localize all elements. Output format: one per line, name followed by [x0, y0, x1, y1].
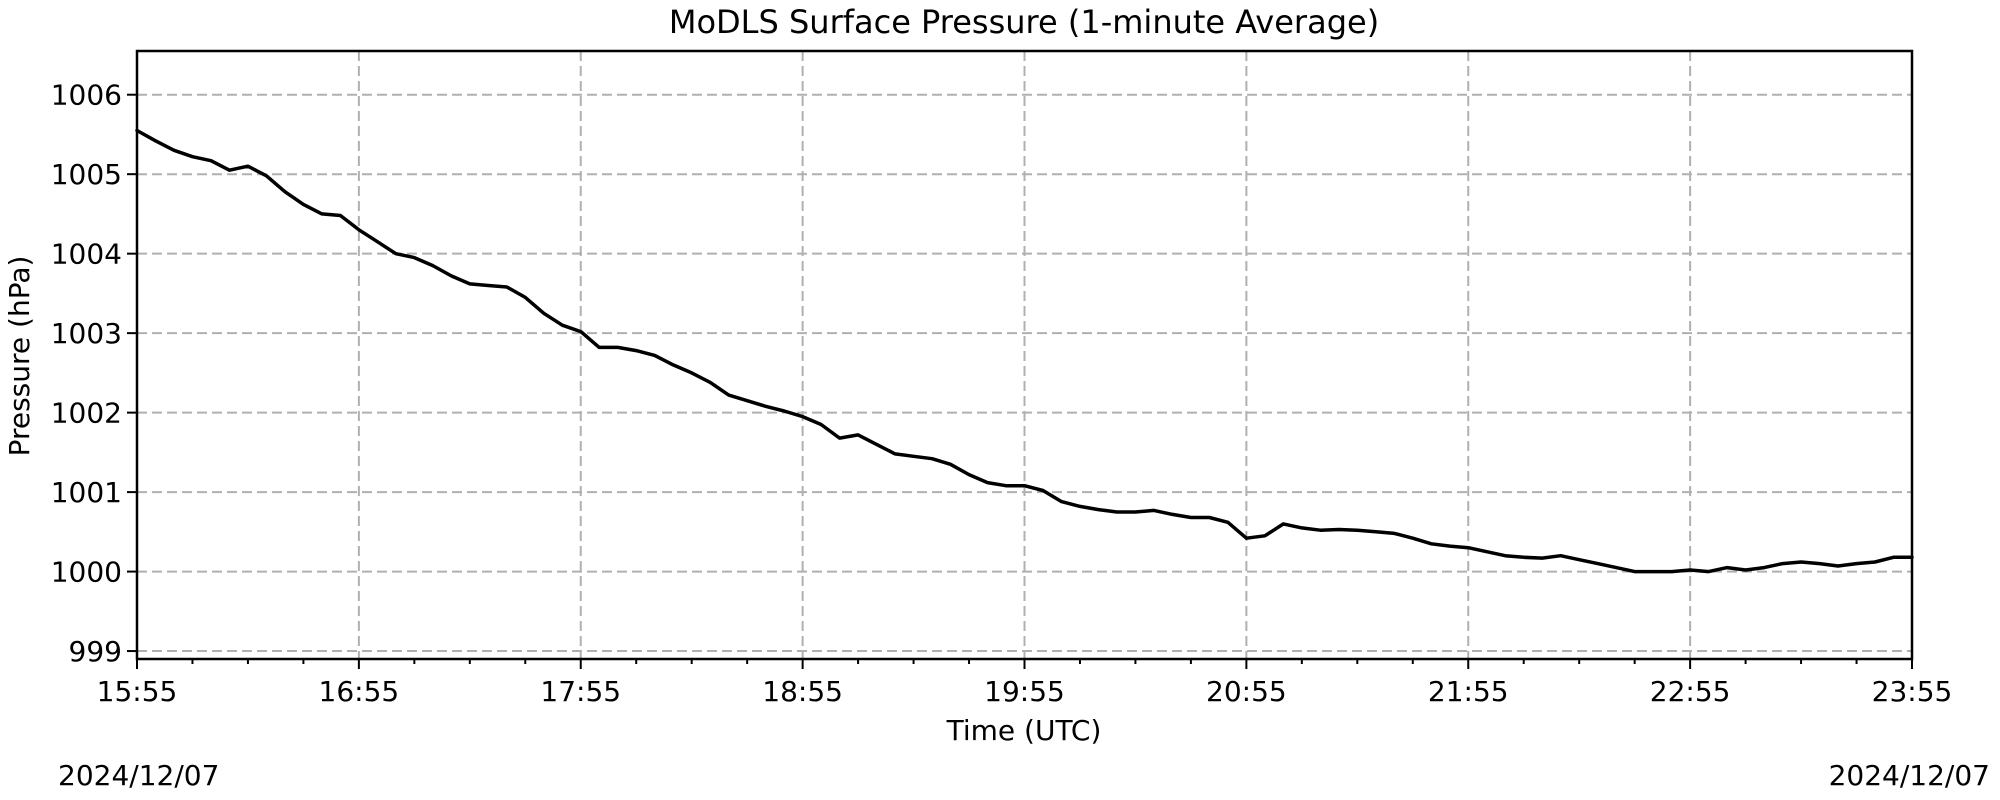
y-tick-label: 1003 — [51, 317, 122, 350]
grid — [136, 51, 1913, 659]
x-end-date: 2024/12/07 — [1829, 759, 1990, 792]
pressure-series-line — [135, 128, 1914, 574]
axis-ticks — [127, 93, 1913, 669]
y-tick-label: 1004 — [51, 238, 122, 271]
y-tick-label: 1000 — [51, 556, 122, 589]
y-tick-label: 1006 — [51, 79, 122, 112]
x-tick-label: 23:55 — [1872, 675, 1953, 708]
x-tick-label: 16:55 — [319, 675, 400, 708]
x-tick-label: 18:55 — [762, 675, 843, 708]
y-tick-label: 1002 — [51, 397, 122, 430]
y-tick-label: 1001 — [51, 476, 122, 509]
x-tick-label: 17:55 — [540, 675, 621, 708]
y-axis-label: Pressure (hPa) — [3, 256, 36, 457]
x-tick-label: 20:55 — [1206, 675, 1287, 708]
chart-title: MoDLS Surface Pressure (1-minute Average… — [669, 3, 1379, 41]
x-start-date: 2024/12/07 — [58, 759, 219, 792]
x-axis-label: Time (UTC) — [946, 714, 1102, 747]
x-tick-label: 15:55 — [97, 675, 178, 708]
y-tick-label: 999 — [69, 635, 122, 668]
x-tick-label: 21:55 — [1428, 675, 1509, 708]
plot-area — [135, 128, 1914, 574]
y-tick-labels: 999 1000 1001 1002 1003 1004 1005 1006 — [51, 79, 122, 668]
x-tick-label: 19:55 — [984, 675, 1065, 708]
x-tick-label: 22:55 — [1650, 675, 1731, 708]
x-tick-labels: 15:55 16:55 17:55 18:55 19:55 20:55 21:55 22:55… — [97, 675, 1953, 708]
y-tick-label: 1005 — [51, 158, 122, 191]
